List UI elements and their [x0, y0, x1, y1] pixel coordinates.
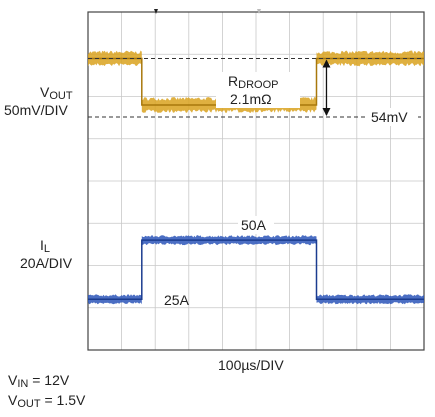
rdroop-value: 2.1mΩ: [230, 91, 272, 107]
plot-frame: [87, 11, 425, 351]
droop-label-bg: [368, 108, 418, 126]
high-current-label-bg: [238, 216, 274, 234]
rdroop-label: RDROOP: [228, 73, 278, 91]
il-channel-name: IL: [40, 237, 50, 255]
il-channel-scale: 20A/DIV: [20, 255, 73, 271]
droop-label: 54mV: [371, 109, 408, 125]
droop-arrow-down-head: [322, 107, 331, 116]
trigger-marker: [154, 9, 158, 14]
vout-channel-scale: 50mV/DIV: [4, 102, 68, 118]
vin-condition: VIN = 12V: [8, 372, 70, 390]
rdroop-label-bg: [216, 72, 300, 108]
vout-trace: [88, 50, 424, 113]
high-current-label: 50A: [241, 217, 267, 233]
center-marker: [257, 9, 261, 14]
il-trace: [88, 235, 424, 305]
vout-condition: VOUT = 1.5V: [8, 392, 86, 410]
vout-channel-name: VOUT: [40, 84, 73, 102]
low-current-label: 25A: [164, 292, 190, 308]
droop-arrow-up-head: [322, 59, 331, 68]
il-trace-center: [88, 239, 424, 301]
timebase-label: 100µs/DIV: [218, 357, 284, 373]
